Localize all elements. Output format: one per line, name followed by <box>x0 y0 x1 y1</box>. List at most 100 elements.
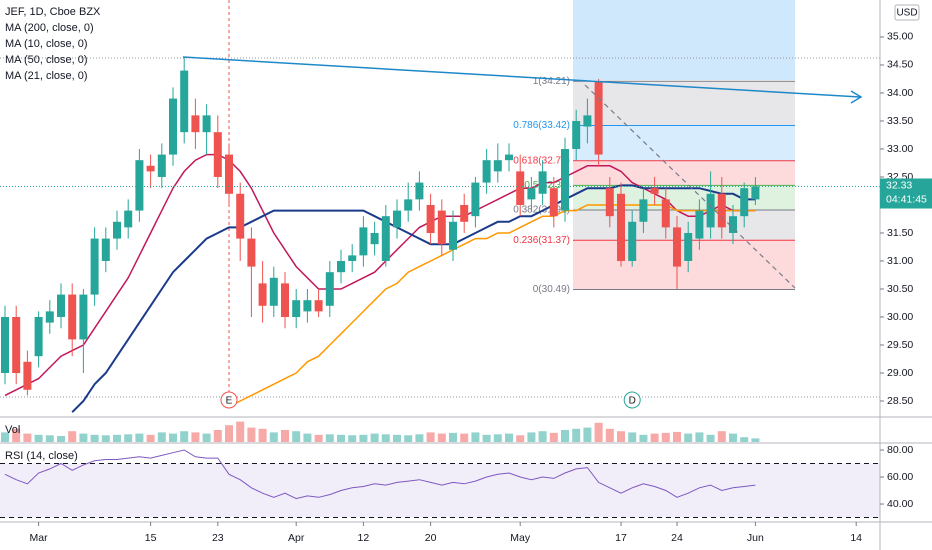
candle-body <box>684 232 693 261</box>
ma-line <box>4 153 756 397</box>
currency: USD <box>896 8 917 19</box>
volume-bar <box>561 430 569 442</box>
volume-bar <box>549 432 558 442</box>
y-tick-label: 33.50 <box>887 115 913 127</box>
volume-bar <box>505 433 513 442</box>
volume-bar <box>146 434 155 442</box>
y-tick-label: 30.00 <box>887 311 913 323</box>
candle-body <box>572 120 581 149</box>
fib-label: 0.786(33.42) <box>513 120 570 131</box>
last-price-label: 32.33 <box>886 179 912 191</box>
candle-body <box>729 216 737 233</box>
candle-body <box>337 260 345 273</box>
fib-zone <box>573 125 795 161</box>
candle-body <box>68 294 77 340</box>
volume-bar <box>113 434 121 442</box>
candle-body <box>717 193 726 228</box>
candle-body <box>650 188 659 194</box>
rsi-line <box>4 449 756 500</box>
fib-label: 0.618(32.79) <box>513 155 570 166</box>
y-tick-label: 35.00 <box>887 31 913 43</box>
fib-zone <box>573 81 795 126</box>
volume-bar <box>101 435 110 442</box>
legend-entry: MA (21, close, 0) <box>5 70 88 82</box>
candle-body <box>393 210 401 228</box>
candle-body <box>381 216 390 261</box>
candle-body <box>617 193 625 261</box>
candle-body <box>561 148 569 211</box>
candle-body <box>639 199 648 222</box>
x-tick-label: Mar <box>30 532 49 544</box>
volume-bar <box>482 434 491 442</box>
volume-bar <box>269 432 278 442</box>
volume-bar <box>225 425 233 442</box>
volume-bar <box>538 431 547 442</box>
volume-bar <box>247 427 256 442</box>
candle-body <box>594 81 603 155</box>
candle-body <box>247 238 256 267</box>
volume-bar <box>426 432 435 442</box>
volume-bar <box>751 438 760 442</box>
volume-bar <box>393 434 401 442</box>
volume-bar <box>202 433 211 442</box>
volume-bar <box>740 437 749 442</box>
candle-body <box>314 300 323 312</box>
x-tick-label: May <box>510 532 531 544</box>
volume-bar <box>628 432 637 442</box>
plot <box>0 56 880 519</box>
fib-zone <box>573 240 795 290</box>
volume-bar <box>449 432 457 442</box>
volume-bar <box>314 434 323 442</box>
candle-body <box>225 154 233 194</box>
volume-bar <box>572 428 581 442</box>
volume-bar <box>617 431 625 442</box>
candle-body <box>79 294 88 340</box>
y-tick-label: 31.00 <box>887 255 913 267</box>
y-tick-label: 34.00 <box>887 87 913 99</box>
fib-zone <box>573 160 795 186</box>
volume-bar <box>706 434 715 442</box>
volume-bar <box>191 432 200 442</box>
currency-box <box>894 4 920 21</box>
volume-bar <box>157 432 166 442</box>
candle-body <box>583 115 592 127</box>
candle-body <box>57 294 65 317</box>
volume-bar <box>337 434 345 442</box>
candle-body <box>415 182 424 200</box>
volume-bar <box>650 433 659 442</box>
volume-bar <box>437 433 446 442</box>
x-tick-label: Apr <box>288 532 305 544</box>
candle-body <box>281 283 289 317</box>
candle-body <box>325 272 334 306</box>
volume-bar <box>180 431 189 442</box>
y-tick-label: 33.00 <box>887 143 913 155</box>
volume-bar <box>516 435 525 442</box>
volume-bar <box>381 434 390 442</box>
y-tick-label: 29.50 <box>887 339 913 351</box>
volume-bar <box>213 430 222 442</box>
fib-label: 0.236(31.37) <box>513 235 570 246</box>
candle-body <box>269 277 278 306</box>
candle-body <box>258 283 267 306</box>
rsi-band <box>0 463 880 518</box>
volume-bar <box>169 433 177 442</box>
volume-bar <box>135 433 144 442</box>
y-tick-label: 30.50 <box>887 283 913 295</box>
y-tick-label: 31.50 <box>887 227 913 239</box>
candle-body <box>426 204 435 233</box>
volume-bar <box>79 433 88 442</box>
candle-body <box>101 238 110 261</box>
candle-body <box>706 193 715 228</box>
volume-bar <box>605 428 614 442</box>
candle-body <box>527 188 536 200</box>
volume-bar <box>281 430 289 442</box>
x-tick-label: 14 <box>850 532 862 544</box>
candle-body <box>236 193 245 239</box>
x-tick-label: Jun <box>747 532 764 544</box>
candle-body <box>538 171 547 194</box>
event-marker <box>220 391 238 409</box>
volume-bar <box>370 433 379 442</box>
y-tick-label: 34.50 <box>887 59 913 71</box>
candle-body <box>191 115 200 133</box>
volume-bar <box>471 432 480 442</box>
